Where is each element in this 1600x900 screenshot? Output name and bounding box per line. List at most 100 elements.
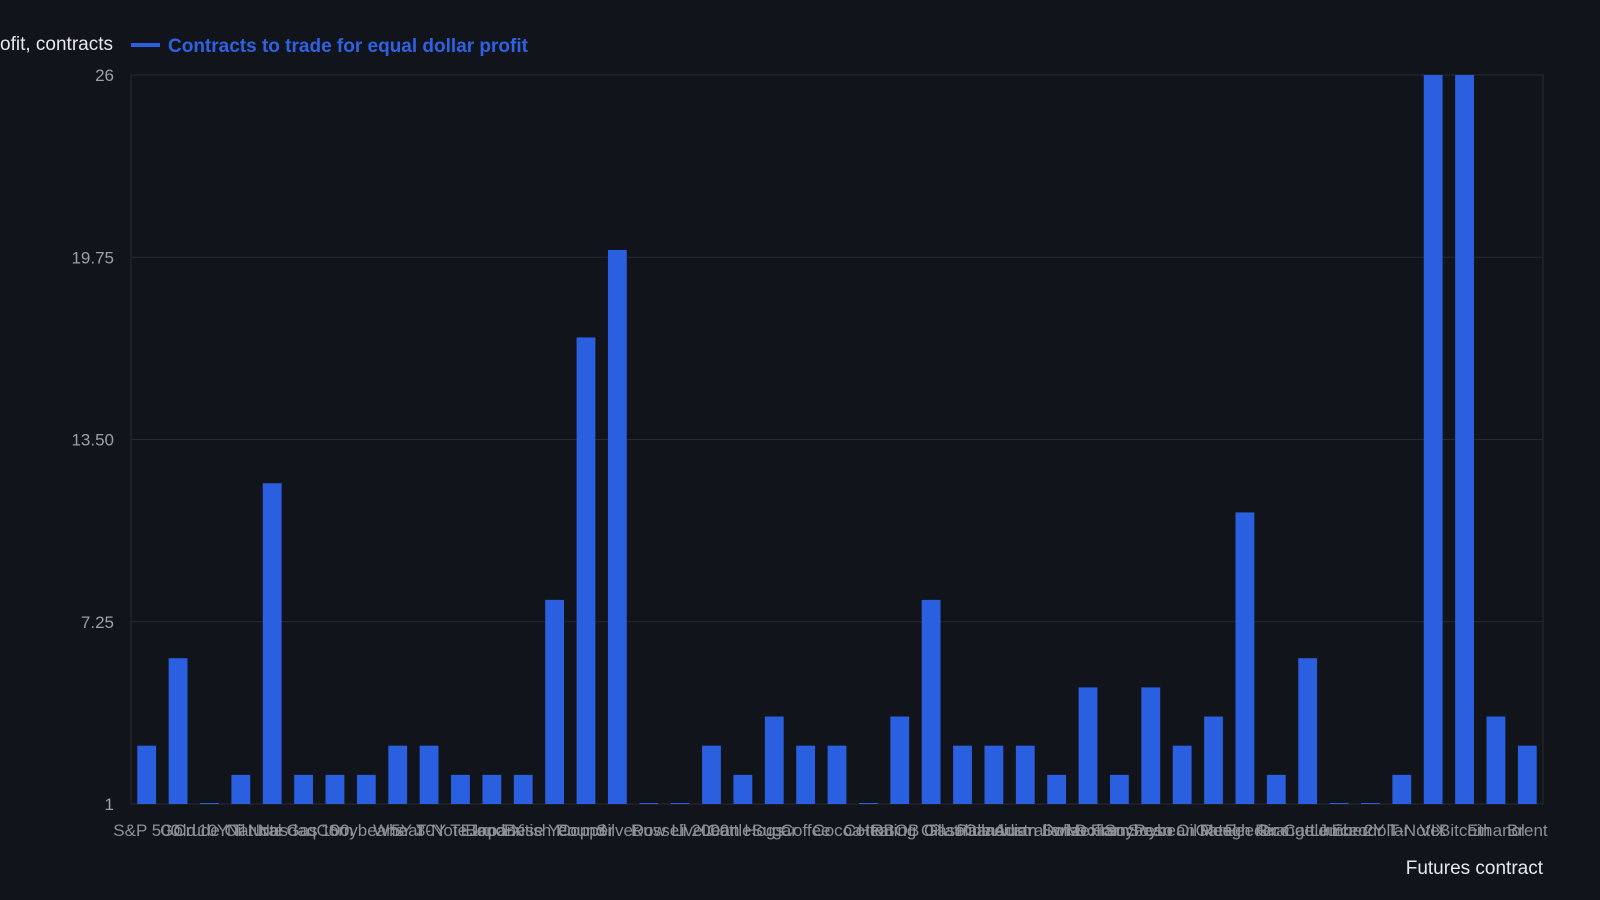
x-tick-label: Feeder Cattle bbox=[1225, 821, 1328, 840]
x-tick-label: Mexican Peso bbox=[1066, 821, 1173, 840]
bar[interactable] bbox=[451, 774, 470, 804]
x-tick-label: Soybean Meal bbox=[1128, 821, 1237, 840]
x-tick-label: Nasdaq 100 bbox=[258, 821, 350, 840]
y-tick-label: 26 bbox=[95, 66, 114, 85]
x-tick-label: Euro FX bbox=[461, 821, 523, 840]
bar[interactable] bbox=[513, 774, 533, 804]
bar[interactable] bbox=[1015, 745, 1035, 804]
bar[interactable] bbox=[890, 716, 910, 804]
x-tick-label: Lean Hogs bbox=[702, 821, 784, 840]
x-tick-label: Oats bbox=[1196, 821, 1232, 840]
bar[interactable] bbox=[356, 774, 376, 804]
bar[interactable] bbox=[1517, 745, 1537, 804]
x-tick-label: VIX bbox=[1419, 821, 1446, 840]
bar[interactable] bbox=[1329, 803, 1349, 804]
bar[interactable] bbox=[639, 803, 659, 804]
x-tick-label: Swiss Franc bbox=[1042, 821, 1135, 840]
legend[interactable]: Contracts to trade for equal dollar prof… bbox=[131, 36, 529, 57]
x-tick-label: Gold bbox=[160, 821, 196, 840]
bar[interactable] bbox=[1455, 75, 1474, 804]
x-tick-label: Silver bbox=[596, 821, 639, 840]
bar[interactable] bbox=[953, 745, 972, 804]
bar[interactable] bbox=[796, 745, 816, 804]
y-tick-label: 19.75 bbox=[71, 248, 114, 267]
bar[interactable] bbox=[1266, 774, 1286, 804]
bar[interactable] bbox=[200, 803, 219, 804]
bar[interactable] bbox=[827, 745, 847, 804]
y-tick-label: 1 bbox=[105, 795, 114, 814]
x-axis-label: Futures contract bbox=[1406, 858, 1544, 879]
bar[interactable] bbox=[325, 774, 345, 804]
bar[interactable] bbox=[1078, 687, 1098, 804]
bar[interactable] bbox=[419, 745, 439, 804]
bar[interactable] bbox=[733, 774, 753, 804]
bar[interactable] bbox=[231, 774, 251, 804]
bar[interactable] bbox=[1235, 512, 1255, 804]
bar[interactable] bbox=[984, 745, 1004, 804]
x-tick-label: Corn bbox=[317, 821, 354, 840]
bar[interactable] bbox=[1204, 716, 1223, 804]
x-tick-label: Brent bbox=[1507, 821, 1548, 840]
bar[interactable] bbox=[294, 774, 313, 804]
bar[interactable] bbox=[921, 599, 941, 804]
x-tick-label: Orange Juice bbox=[1257, 821, 1358, 840]
y-tick-label: 13.50 bbox=[71, 431, 114, 450]
x-tick-label: Australian Dollar bbox=[994, 821, 1119, 840]
bar[interactable] bbox=[1109, 774, 1129, 804]
bar[interactable] bbox=[168, 658, 188, 804]
bars bbox=[137, 75, 1537, 804]
bar[interactable] bbox=[1392, 774, 1412, 804]
bar[interactable] bbox=[1172, 745, 1192, 804]
bar[interactable] bbox=[262, 483, 282, 804]
bar[interactable] bbox=[702, 745, 721, 804]
x-tick-label: Russell 2000 bbox=[631, 821, 729, 840]
x-tick-label: Heating Oil bbox=[858, 821, 942, 840]
x-tick-label: Palladium bbox=[957, 821, 1032, 840]
x-tick-label: Sugar bbox=[752, 821, 798, 840]
bar[interactable] bbox=[1047, 774, 1067, 804]
x-tick-label: Crude Oil bbox=[174, 821, 246, 840]
bar[interactable] bbox=[764, 716, 784, 804]
bar[interactable] bbox=[1298, 658, 1318, 804]
x-tick-label: S&P 500 bbox=[113, 821, 180, 840]
x-tick-label: 5Y T-Note bbox=[391, 821, 467, 840]
x-tick-label: Live Cattle bbox=[671, 821, 751, 840]
x-tick-label: Coffee bbox=[781, 821, 831, 840]
gridlines bbox=[131, 256, 1543, 623]
bar[interactable] bbox=[607, 249, 627, 804]
bar[interactable] bbox=[1486, 716, 1506, 804]
x-tick-label: Wheat bbox=[373, 821, 422, 840]
x-tick-label: Natural Gas bbox=[227, 821, 318, 840]
y-axis-label: Equal dollar profit, contracts bbox=[0, 34, 113, 55]
bar[interactable] bbox=[858, 803, 878, 804]
y-axis-ticks: 1 7.25 13.50 19.75 26 bbox=[71, 66, 114, 814]
x-tick-label: 2Y T-Note bbox=[1364, 821, 1440, 840]
bar[interactable] bbox=[1361, 803, 1380, 804]
bar[interactable] bbox=[670, 803, 690, 804]
y-tick-label: 7.25 bbox=[81, 613, 114, 632]
bar[interactable] bbox=[1141, 687, 1161, 804]
x-tick-label: Cocoa bbox=[812, 821, 862, 840]
x-tick-label: Soybean Oil bbox=[1104, 821, 1197, 840]
bar[interactable] bbox=[388, 745, 408, 804]
x-tick-label: Canadian Dollar bbox=[964, 821, 1086, 840]
bar[interactable] bbox=[137, 745, 157, 804]
x-tick-label: Ethanol bbox=[1467, 821, 1525, 840]
bar[interactable] bbox=[482, 774, 502, 804]
x-tick-label: Eurodollar bbox=[1332, 821, 1410, 840]
x-tick-label: Lumber bbox=[1310, 821, 1368, 840]
x-tick-label: Platinum bbox=[929, 821, 995, 840]
x-tick-label: Cotton bbox=[843, 821, 893, 840]
x-tick-label: Dow bbox=[632, 821, 667, 840]
x-tick-label: British Pound bbox=[504, 821, 605, 840]
x-tick-label: Copper bbox=[558, 821, 614, 840]
bar[interactable] bbox=[1423, 75, 1443, 804]
x-tick-label: Japanese Yen bbox=[470, 821, 577, 840]
bar[interactable] bbox=[545, 599, 565, 804]
bar[interactable] bbox=[576, 337, 596, 804]
x-tick-label: Bitcoin bbox=[1439, 821, 1490, 840]
x-tick-label: Rough Rice bbox=[1200, 821, 1289, 840]
x-tick-label: 10Y T-Note bbox=[198, 821, 283, 840]
